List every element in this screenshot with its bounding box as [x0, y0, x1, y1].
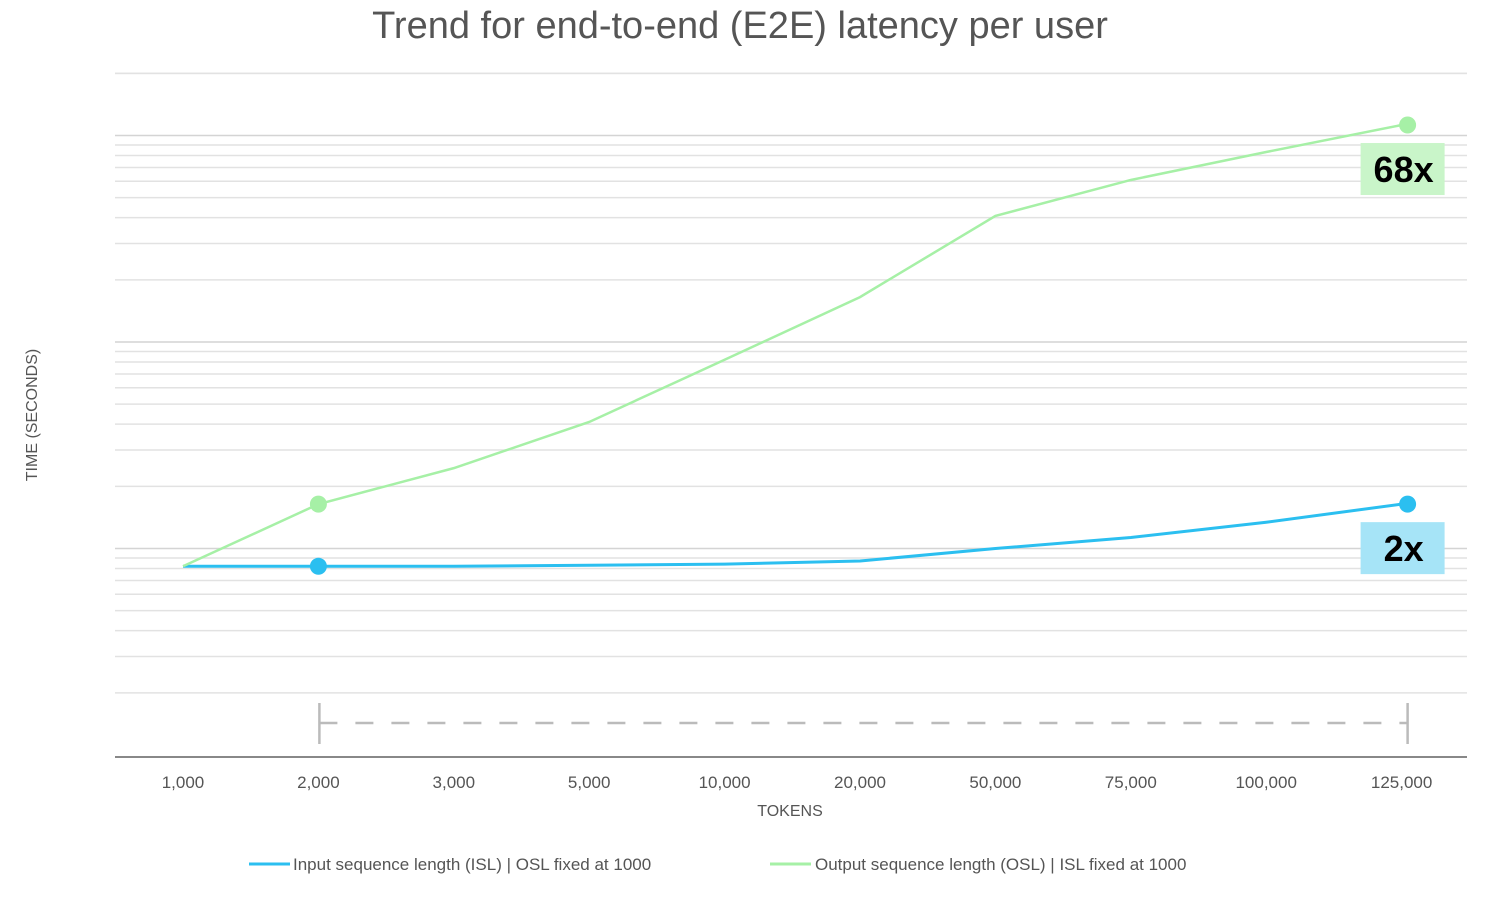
series-line-1	[182, 123, 1402, 568]
annotation-box	[1360, 143, 1445, 196]
x-tick-label: 75,000	[1105, 773, 1157, 792]
data-point-marker	[309, 557, 327, 575]
x-tick-label: 5,000	[568, 773, 611, 792]
x-tick-label: 100,000	[1235, 773, 1296, 792]
data-point-marker	[1399, 116, 1417, 134]
annotation-label: 68x	[1374, 149, 1434, 190]
annotations: 68x 2x	[1360, 143, 1445, 575]
chart-title: Trend for end-to-end (E2E) latency per u…	[372, 5, 1108, 47]
x-tick-label: 2,000	[297, 773, 340, 792]
legend-label-isl: Input sequence length (ISL) | OSL fixed …	[293, 855, 651, 874]
data-point-marker	[1399, 495, 1417, 513]
x-tick-label: 50,000	[969, 773, 1021, 792]
legend: Input sequence length (ISL) | OSL fixed …	[249, 855, 1186, 874]
annotation-label: 2x	[1384, 528, 1424, 569]
x-tick-labels: 1,000 2,000 3,000 5,000 10,000 20,000 50,000 75…	[162, 773, 1433, 792]
data-point-marker	[309, 495, 327, 513]
x-axis-label: TOKENS	[757, 803, 823, 820]
series-line-0	[183, 502, 1402, 568]
series-group	[182, 116, 1417, 575]
legend-label-osl: Output sequence length (OSL) | ISL fixed…	[815, 855, 1186, 874]
gridlines	[115, 72, 1467, 694]
x-tick-label: 3,000	[433, 773, 476, 792]
x-tick-label: 1,000	[162, 773, 205, 792]
x-tick-label: 20,000	[834, 773, 886, 792]
annotation-box	[1360, 522, 1445, 575]
x-tick-label: 125,000	[1371, 773, 1432, 792]
range-bracket	[318, 703, 1409, 744]
x-tick-label: 10,000	[699, 773, 751, 792]
y-axis-label: TIME (SECONDS)	[24, 349, 41, 481]
